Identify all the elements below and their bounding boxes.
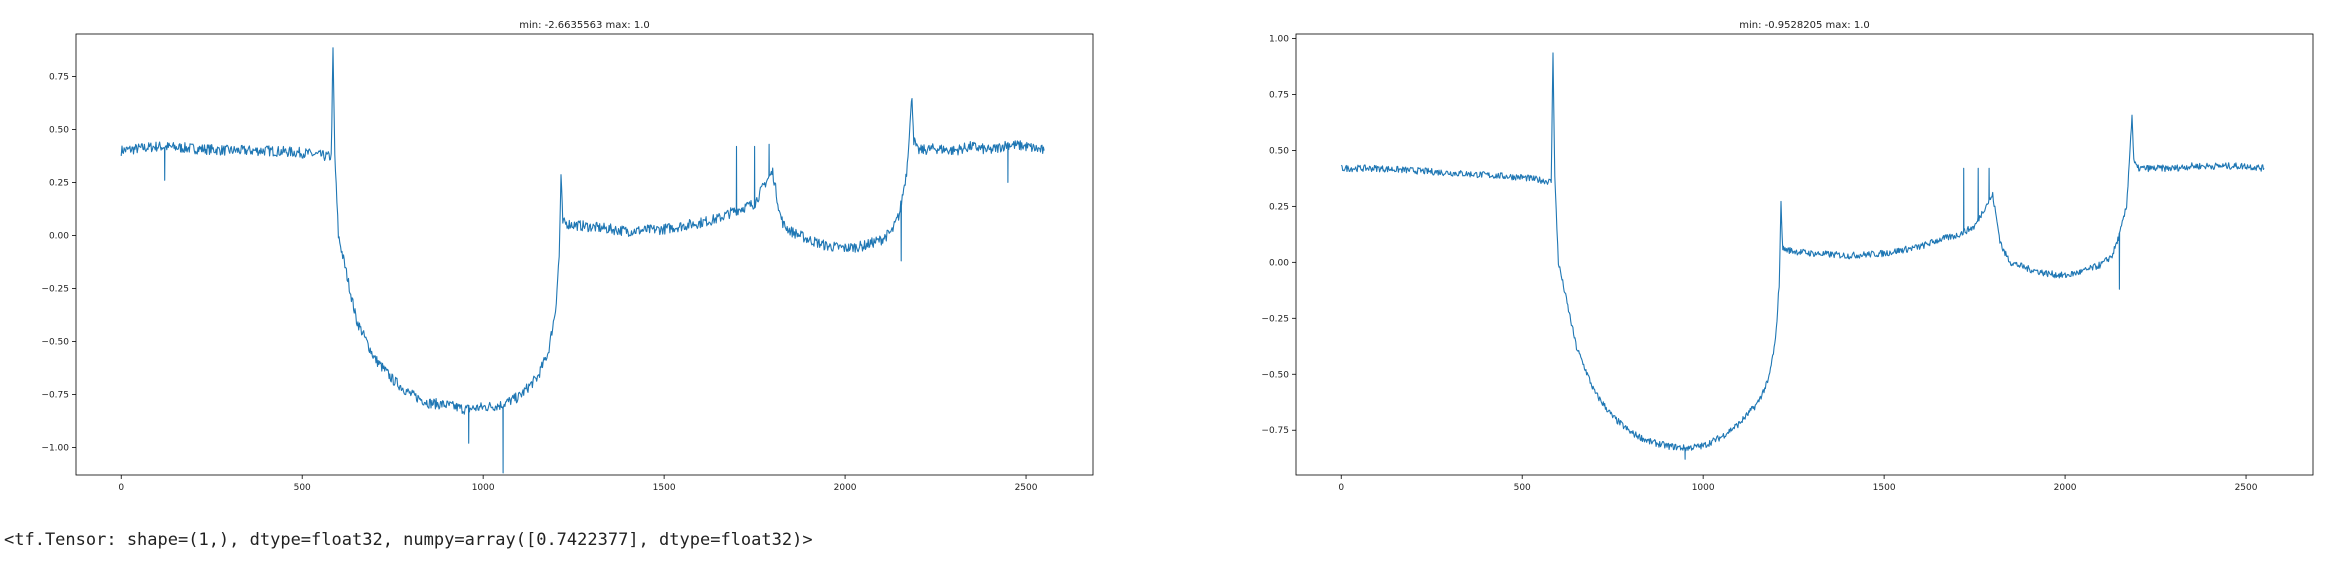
y-tick-label: 0.75 [49,72,69,82]
y-tick-label: 0.00 [49,231,69,241]
y-tick-label: 0.00 [1269,258,1289,268]
series-line [120,47,1045,474]
y-tick-label: 0.50 [1269,146,1289,156]
x-tick-label: 500 [294,483,311,493]
chart-left: min: -2.6635563 max: 1.0 0 500 1000 1500 2000… [41,20,1094,493]
y-tick-label: 0.75 [1269,90,1289,100]
y-tick-label: 0.25 [1269,202,1289,212]
x-tick-label: 2500 [2235,483,2258,493]
tensor-output: <tf.Tensor: shape=(1,), dtype=float32, n… [4,530,813,550]
x-tick-label: 2000 [2054,483,2077,493]
x-tick-label: 0 [118,483,124,493]
y-tick-label: −0.75 [1261,426,1289,436]
x-tick-label: 1000 [1692,483,1715,493]
y-tick-label: 1.00 [1269,34,1289,44]
x-tick-label: 2000 [834,483,857,493]
x-tick-label: 1000 [472,483,495,493]
x-tick-label: 0 [1338,483,1344,493]
y-tick-label: −0.75 [41,390,69,400]
x-tick-label: 1500 [653,483,676,493]
y-tick-label: −0.50 [1261,370,1289,380]
axes-frame [75,33,1094,476]
axes-frame [1295,33,2314,476]
x-tick-label: 1500 [1873,483,1896,493]
y-tick-label: −0.25 [1261,314,1289,324]
series-line [1340,52,2265,460]
chart-title: min: -2.6635563 max: 1.0 [519,20,650,31]
figures: min: -2.6635563 max: 1.0 0 500 1000 1500 2000… [41,20,2314,493]
chart-title: min: -0.9528205 max: 1.0 [1739,20,1870,31]
y-tick-label: −0.25 [41,284,69,294]
y-tick-label: 0.25 [49,178,69,188]
x-tick-label: 500 [1514,483,1531,493]
chart-right: min: -0.9528205 max: 1.0 0 500 1000 1500 2000… [1261,20,2314,493]
y-tick-label: −0.50 [41,337,69,347]
x-tick-label: 2500 [1015,483,1038,493]
y-tick-label: −1.00 [41,443,69,453]
y-tick-label: 0.50 [49,125,69,135]
